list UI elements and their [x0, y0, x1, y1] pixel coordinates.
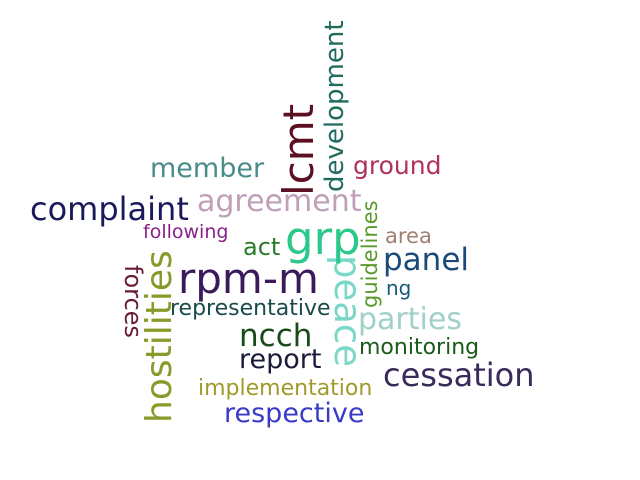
word-cessation: cessation [383, 356, 535, 394]
word-respective: respective [224, 398, 365, 429]
word-act: act [243, 233, 281, 261]
word-monitoring: monitoring [359, 335, 480, 360]
word-development: development [320, 20, 350, 192]
word-forces: forces [119, 265, 147, 338]
word-grp: grp [285, 212, 361, 265]
word-member: member [150, 153, 265, 184]
word-complaint: complaint [30, 190, 189, 228]
word-ground: ground [353, 151, 442, 180]
word-representative: representative [170, 296, 331, 321]
word-report: report [239, 344, 322, 375]
word-ng: ng [386, 276, 412, 300]
word-agreement: agreement [197, 184, 362, 219]
word-ncch: ncch [239, 318, 313, 354]
word-parties: parties [358, 302, 462, 337]
word-lcmt: lcmt [274, 103, 323, 196]
word-implementation: implementation [198, 376, 373, 401]
word-rpm-m: rpm-m [178, 254, 319, 303]
word-following: following [143, 221, 229, 243]
word-area: area [385, 224, 432, 248]
word-hostilities: hostilities [139, 250, 180, 423]
word-panel: panel [383, 242, 470, 278]
